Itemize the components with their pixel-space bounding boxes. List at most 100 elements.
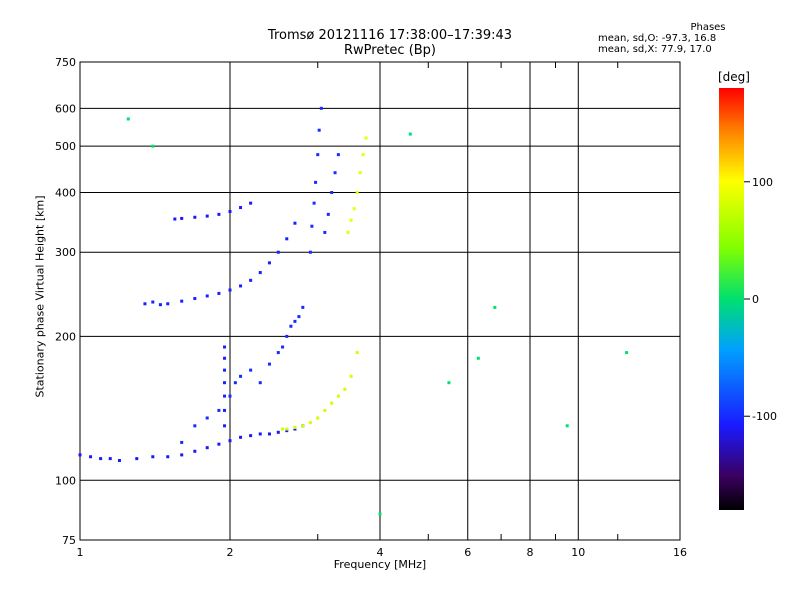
y-tick-label: 400 bbox=[55, 186, 76, 199]
data-point bbox=[228, 288, 232, 292]
data-point bbox=[239, 374, 243, 378]
data-point bbox=[239, 435, 243, 439]
data-point bbox=[135, 457, 139, 461]
data-point bbox=[228, 210, 232, 214]
data-point bbox=[166, 455, 170, 459]
data-point bbox=[349, 218, 353, 222]
data-point bbox=[355, 190, 359, 194]
data-point bbox=[223, 408, 227, 412]
colorbar-ticks: 100 0 -100 bbox=[744, 176, 777, 423]
data-point bbox=[565, 424, 569, 428]
data-point bbox=[205, 416, 209, 420]
x-tick-label: 16 bbox=[673, 546, 687, 559]
data-point bbox=[158, 303, 162, 307]
data-point bbox=[193, 449, 197, 453]
data-point bbox=[364, 136, 368, 140]
y-tick-label: 300 bbox=[55, 246, 76, 259]
data-point bbox=[223, 368, 227, 372]
x-tick-label: 8 bbox=[527, 546, 534, 559]
data-point bbox=[151, 300, 155, 304]
data-point bbox=[308, 250, 312, 254]
grid-lines bbox=[80, 62, 680, 540]
data-point bbox=[289, 324, 293, 328]
data-point bbox=[476, 356, 480, 360]
data-point bbox=[180, 299, 184, 303]
data-point bbox=[193, 215, 197, 219]
data-point bbox=[293, 425, 297, 429]
data-point bbox=[89, 455, 93, 459]
data-point bbox=[323, 230, 327, 234]
data-point bbox=[323, 408, 327, 412]
data-point bbox=[312, 201, 316, 205]
chart-title: Tromsø 20121116 17:38:00–17:39:43 bbox=[267, 28, 513, 43]
data-point bbox=[217, 212, 221, 216]
data-point bbox=[117, 458, 121, 462]
data-point bbox=[358, 171, 362, 175]
data-point bbox=[281, 345, 285, 349]
data-point bbox=[217, 442, 221, 446]
data-point bbox=[336, 394, 340, 398]
data-point bbox=[180, 453, 184, 457]
data-point bbox=[316, 153, 320, 157]
colorbar-tick-label: 100 bbox=[752, 176, 773, 189]
x-tick-label: 1 bbox=[77, 546, 84, 559]
data-point bbox=[205, 214, 209, 218]
y-tick-labels: 75 100 200 300 400 500 600 750 bbox=[55, 56, 76, 547]
data-point bbox=[285, 427, 289, 431]
data-point bbox=[293, 319, 297, 323]
data-point bbox=[239, 284, 243, 288]
data-point bbox=[293, 427, 297, 431]
y-tick-label: 600 bbox=[55, 102, 76, 115]
colorbar bbox=[719, 88, 744, 510]
data-point bbox=[293, 221, 297, 225]
data-point bbox=[267, 261, 271, 265]
data-point bbox=[233, 381, 237, 385]
data-point bbox=[319, 106, 323, 110]
data-point bbox=[276, 430, 280, 434]
data-point bbox=[326, 212, 330, 216]
data-point bbox=[258, 271, 262, 275]
data-point bbox=[228, 439, 232, 443]
data-point bbox=[151, 144, 155, 148]
data-point bbox=[173, 217, 177, 221]
data-point bbox=[314, 180, 318, 184]
x-tick-label: 4 bbox=[377, 546, 384, 559]
data-point bbox=[276, 250, 280, 254]
colorbar-tick-label: 0 bbox=[752, 293, 759, 306]
data-point bbox=[223, 356, 227, 360]
y-axis-label: Stationary phase Virtual Height [km] bbox=[33, 195, 47, 398]
x-tick-label: 10 bbox=[571, 546, 585, 559]
data-point bbox=[205, 446, 209, 450]
data-point bbox=[223, 424, 227, 428]
chart-subtitle: RwPretec (Bp) bbox=[343, 43, 437, 58]
data-point bbox=[249, 434, 253, 438]
data-point bbox=[249, 201, 253, 205]
data-point bbox=[267, 362, 271, 366]
data-point bbox=[343, 387, 347, 391]
data-point bbox=[352, 207, 356, 211]
x-tick-label: 6 bbox=[464, 546, 471, 559]
data-point bbox=[193, 297, 197, 301]
data-point bbox=[355, 351, 359, 355]
data-point bbox=[333, 171, 337, 175]
data-point bbox=[408, 132, 412, 136]
data-point bbox=[285, 334, 289, 338]
data-point bbox=[310, 224, 314, 228]
x-tick-label: 2 bbox=[227, 546, 234, 559]
data-point bbox=[267, 432, 271, 436]
data-point bbox=[217, 408, 221, 412]
data-point bbox=[349, 374, 353, 378]
data-point bbox=[78, 453, 82, 457]
y-tick-label: 500 bbox=[55, 140, 76, 153]
phase-stats-heading: Phases bbox=[690, 22, 726, 33]
data-points bbox=[78, 106, 629, 516]
data-point bbox=[346, 230, 350, 234]
data-point bbox=[249, 278, 253, 282]
data-point bbox=[193, 424, 197, 428]
y-tick-label: 75 bbox=[62, 534, 76, 547]
x-tick-labels: 1 2 4 6 8 10 16 bbox=[77, 546, 688, 559]
data-point bbox=[281, 427, 285, 431]
data-point bbox=[378, 512, 382, 516]
data-point bbox=[249, 368, 253, 372]
